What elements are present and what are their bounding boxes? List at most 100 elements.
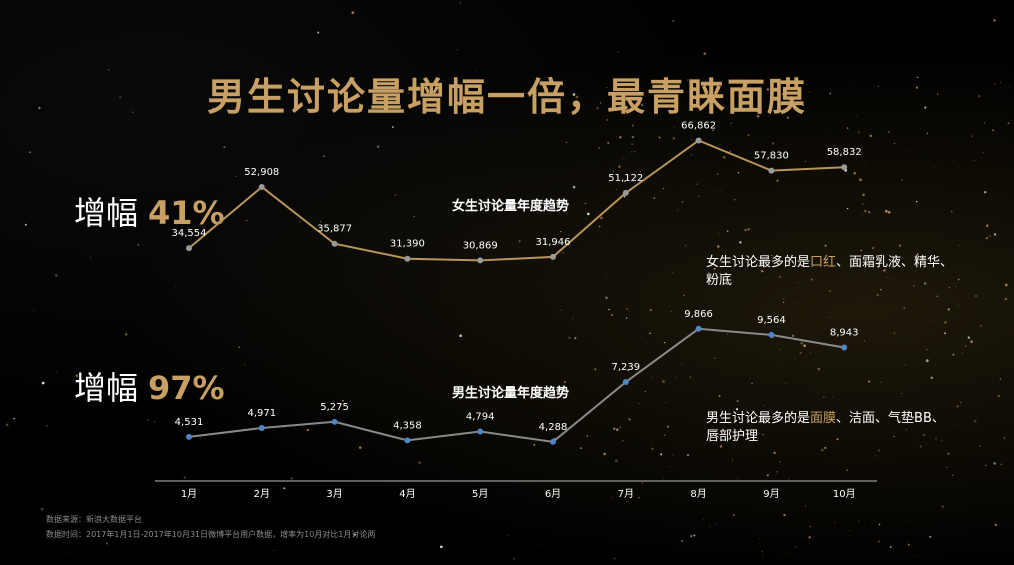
star-dot <box>776 84 778 85</box>
star-dot <box>353 533 357 536</box>
star-dot <box>772 142 775 145</box>
star-dot <box>628 418 631 421</box>
star-dot <box>651 377 653 379</box>
star-dot <box>796 302 798 304</box>
star-dot <box>971 135 974 138</box>
star-dot <box>40 507 44 511</box>
star-dot <box>626 501 628 503</box>
female-data-label-2: 52,908 <box>244 167 279 178</box>
star-dot <box>810 278 813 281</box>
star-dot <box>607 141 610 144</box>
star-dot <box>718 394 721 397</box>
male-note: 男生讨论最多的是面膜、洁面、气垫BB、唇部护理 <box>706 410 956 446</box>
star-dot <box>834 136 836 138</box>
star-dot <box>722 374 724 376</box>
star-dot <box>132 111 134 113</box>
star-dot <box>944 332 946 335</box>
star-dot <box>878 523 881 526</box>
star-dot <box>672 137 674 139</box>
star-dot <box>317 31 320 34</box>
star-dot <box>55 274 58 277</box>
star-dot <box>46 425 48 427</box>
star-dot <box>788 553 790 555</box>
star-dot <box>846 469 849 472</box>
star-dot <box>776 361 778 363</box>
star-dot <box>606 119 608 121</box>
star-dot <box>683 294 685 297</box>
female-series-line <box>188 139 845 262</box>
star-dot <box>671 311 672 313</box>
star-dot <box>478 252 480 254</box>
star-dot <box>672 137 676 140</box>
star-dot <box>857 130 861 134</box>
star-dot <box>154 420 155 422</box>
female-point-7 <box>622 189 629 196</box>
star-dot <box>854 83 855 85</box>
star-dot <box>714 357 716 359</box>
star-dot <box>244 363 246 366</box>
male-point-9 <box>768 331 775 338</box>
star-dot <box>568 556 569 558</box>
star-dot <box>572 317 574 320</box>
star-dot <box>662 478 664 480</box>
x-tick-label-2: 2月 <box>254 488 270 500</box>
star-dot <box>613 557 616 560</box>
star-dot <box>731 460 734 462</box>
star-dot <box>608 308 610 311</box>
star-dot <box>913 555 915 557</box>
star-dot <box>785 383 787 385</box>
female-point-1 <box>186 245 192 252</box>
star-dot <box>614 86 618 89</box>
star-dot <box>794 358 796 359</box>
star-dot <box>809 525 811 528</box>
star-dot <box>878 540 880 543</box>
star-dot <box>959 244 961 246</box>
star-dot <box>619 136 622 139</box>
star-dot <box>751 164 753 167</box>
star-dot <box>677 209 679 211</box>
star-dot <box>606 273 608 275</box>
star-dot <box>626 317 628 319</box>
star-dot <box>119 96 122 99</box>
star-dot <box>681 200 684 203</box>
male-point-8 <box>695 325 702 332</box>
star-dot <box>653 197 655 199</box>
female-point-2 <box>258 183 265 190</box>
star-dot <box>266 103 268 106</box>
star-dot <box>662 82 665 85</box>
star-dot <box>962 352 963 354</box>
star-dot <box>782 301 785 304</box>
star-dot <box>681 540 684 542</box>
star-dot <box>299 220 302 223</box>
star-dot <box>623 195 626 198</box>
star-dot <box>947 308 950 311</box>
source-line: 数据来源：新浪大数据平台 <box>46 515 142 524</box>
star-dot <box>823 396 825 399</box>
star-dot <box>672 19 675 23</box>
star-dot <box>686 79 689 81</box>
male-point-2 <box>258 424 265 431</box>
star-dot <box>954 351 955 353</box>
star-dot <box>651 447 654 450</box>
star-dot <box>861 214 863 216</box>
female-point-5 <box>477 257 484 264</box>
star-dot <box>358 446 362 449</box>
star-dot <box>689 376 692 379</box>
star-dot <box>715 524 716 526</box>
star-dot <box>673 127 675 128</box>
star-dot <box>617 51 619 53</box>
star-dot <box>747 134 750 137</box>
male-growth: 增幅 97% <box>74 363 225 409</box>
star-dot <box>575 95 579 99</box>
star-dot <box>627 369 629 372</box>
star-dot <box>973 160 975 161</box>
star-dot <box>1004 297 1008 301</box>
star-dot <box>631 135 635 139</box>
male-note-prefix: 男生讨论最多的是 <box>706 411 811 426</box>
star-dot <box>817 367 821 371</box>
star-dot <box>586 212 590 216</box>
star-dot <box>238 346 241 349</box>
star-dot <box>713 267 716 270</box>
star-dot <box>953 159 954 161</box>
